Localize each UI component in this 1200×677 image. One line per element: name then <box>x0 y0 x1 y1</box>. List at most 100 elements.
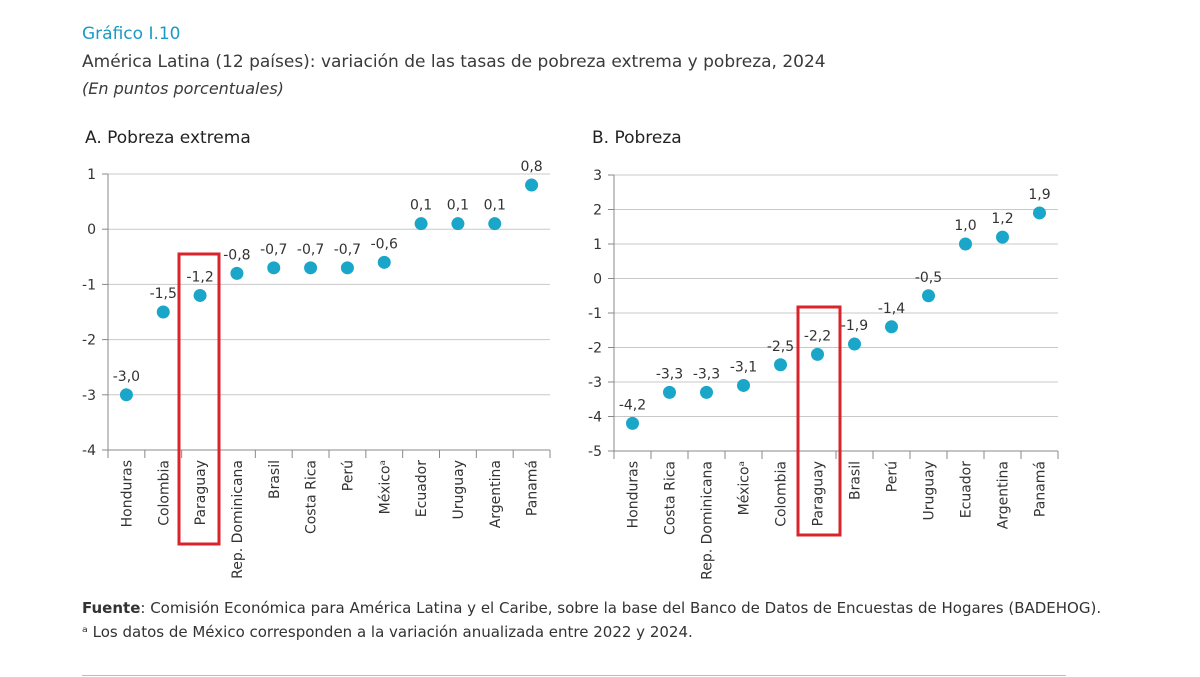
y-tick-label-a: -3 <box>82 388 96 404</box>
source-label: Fuente <box>82 599 141 617</box>
data-point-b <box>774 358 787 372</box>
data-point-b <box>959 237 972 251</box>
data-point-b <box>663 385 676 399</box>
y-tick-label-b: -3 <box>588 375 602 391</box>
data-point-a <box>340 261 354 275</box>
value-label-b: -3,3 <box>693 366 720 382</box>
category-label-a: Uruguay <box>451 460 467 520</box>
category-label-a: Honduras <box>119 460 135 527</box>
y-tick-label-b: -4 <box>588 410 602 426</box>
data-point-b <box>996 230 1009 244</box>
data-point-a <box>525 178 539 192</box>
value-label-a: -0,8 <box>223 247 250 263</box>
figure-title: América Latina (12 países): variación de… <box>82 52 826 72</box>
value-label-a: 0,8 <box>520 159 542 175</box>
figure-subtitle: (En puntos porcentuales) <box>82 79 284 98</box>
data-point-a <box>230 266 244 280</box>
data-point-b <box>737 378 750 392</box>
value-label-a: -1,2 <box>186 269 213 285</box>
source-text: : Comisión Económica para América Latina… <box>140 599 1102 617</box>
value-label-b: -1,9 <box>841 318 868 334</box>
category-label-a: Colombia <box>156 460 172 526</box>
y-tick-label-b: 3 <box>593 168 602 184</box>
data-point-b <box>848 337 861 351</box>
y-tick-label-a: 0 <box>87 222 96 238</box>
value-label-b: 1,2 <box>991 211 1013 227</box>
category-label-a: Perú <box>340 460 356 491</box>
category-label-b: Rep. Dominicana <box>700 461 716 580</box>
y-tick-label-b: 1 <box>593 237 602 253</box>
y-tick-label-a: -4 <box>82 443 96 459</box>
category-label-b: Méxicoᵃ <box>737 461 753 515</box>
y-tick-label-a: -2 <box>82 333 96 349</box>
data-point-b <box>922 289 935 303</box>
value-label-a: -0,6 <box>371 236 398 252</box>
data-point-a <box>119 388 133 402</box>
value-label-a: -0,7 <box>334 242 361 258</box>
data-point-b <box>626 416 639 430</box>
data-point-a <box>451 217 465 231</box>
data-point-a <box>488 217 502 231</box>
value-label-a: 0,1 <box>484 198 506 214</box>
category-label-a: Méxicoᵃ <box>377 460 393 514</box>
y-tick-label-a: 1 <box>87 167 96 183</box>
value-label-b: 1,0 <box>954 218 976 234</box>
y-tick-label-b: 2 <box>593 203 602 219</box>
footnote: ᵃ Los datos de México corresponden a la … <box>82 623 693 641</box>
y-tick-label-a: -1 <box>82 277 96 293</box>
value-label-a: -1,5 <box>150 286 177 302</box>
data-point-a <box>304 261 318 275</box>
y-tick-label-b: -5 <box>588 444 602 460</box>
highlight-box-a <box>177 252 221 546</box>
category-label-b: Panamá <box>1033 461 1049 517</box>
category-label-a: Brasil <box>267 460 283 499</box>
y-tick-label-b: 0 <box>593 272 602 288</box>
category-label-b: Brasil <box>848 461 864 500</box>
category-label-b: Argentina <box>996 461 1012 529</box>
data-point-b <box>885 320 898 334</box>
value-label-b: -3,3 <box>656 366 683 382</box>
panel-b-chart: 3 2 1 0 -1 -2 -3 -4 -5 -4,2 Honduras -3,3 Costa Rica… <box>588 168 1059 580</box>
value-label-b: -4,2 <box>619 397 646 413</box>
value-label-b: -2,5 <box>767 339 794 355</box>
category-label-b: Ecuador <box>959 461 975 518</box>
value-label-b: -0,5 <box>915 270 942 286</box>
value-label-b: -3,1 <box>730 359 757 375</box>
value-label-b: -1,4 <box>878 301 905 317</box>
value-label-a: 0,1 <box>410 198 432 214</box>
data-point-a <box>267 261 281 275</box>
y-tick-label-b: -2 <box>588 341 602 357</box>
source-note: Fuente: Comisión Económica para América … <box>82 599 1101 617</box>
data-point-a <box>156 305 170 319</box>
category-label-a: Paraguay <box>193 460 209 525</box>
data-point-b <box>811 347 824 361</box>
y-tick-label-b: -1 <box>588 306 602 322</box>
panel-b-title: B. Pobreza <box>592 128 682 148</box>
category-label-b: Colombia <box>774 461 790 527</box>
category-label-a: Costa Rica <box>304 460 320 534</box>
value-label-a: 0,1 <box>447 198 469 214</box>
category-label-b: Paraguay <box>811 461 827 526</box>
value-label-a: -0,7 <box>260 242 287 258</box>
value-label-b: 1,9 <box>1028 187 1050 203</box>
data-point-b <box>700 385 713 399</box>
data-point-b <box>1033 206 1046 220</box>
bottom-rule <box>82 675 1066 676</box>
category-label-a: Panamá <box>525 460 541 516</box>
panel-a-chart: 1 0 -1 -2 -3 -4 -3,0 Honduras -1,5 Colombia -1,2 Pa… <box>82 159 551 579</box>
value-label-a: -0,7 <box>297 242 324 258</box>
category-label-a: Argentina <box>488 460 504 528</box>
category-label-b: Costa Rica <box>663 461 679 535</box>
panel-a-title: A. Pobreza extrema <box>85 128 251 148</box>
highlight-box-b <box>796 305 842 537</box>
figure-label: Gráfico I.10 <box>82 24 181 44</box>
category-label-a: Rep. Dominicana <box>230 460 246 579</box>
data-point-a <box>377 255 391 269</box>
category-label-a: Ecuador <box>414 460 430 517</box>
category-label-b: Perú <box>885 461 901 492</box>
value-label-b: -2,2 <box>804 328 831 344</box>
category-label-b: Uruguay <box>922 461 938 521</box>
data-point-a <box>193 288 207 302</box>
category-label-b: Honduras <box>626 461 642 528</box>
